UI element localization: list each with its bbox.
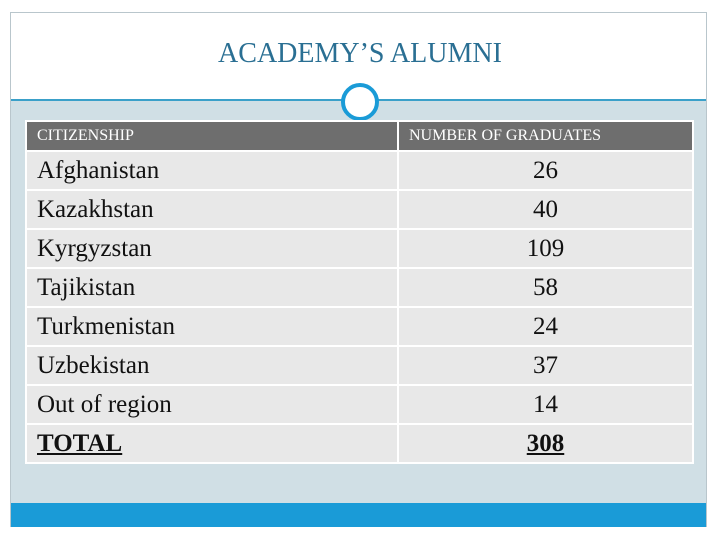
slide-title: ACADEMY’S ALUMNI — [218, 38, 502, 69]
table-row: Tajikistan 58 — [25, 267, 694, 308]
column-header: NUMBER OF GRADUATES — [397, 120, 694, 152]
graduates-cell: 109 — [397, 228, 694, 269]
table-row: Uzbekistan 37 — [25, 345, 694, 386]
country-cell: Out of region — [25, 384, 399, 425]
country-cell: Afghanistan — [25, 150, 399, 191]
total-value: 308 — [397, 423, 694, 464]
header-row: CITIZENSHIP NUMBER OF GRADUATES — [25, 120, 694, 152]
graduates-cell: 37 — [397, 345, 694, 386]
table-row: Turkmenistan 24 — [25, 306, 694, 347]
graduates-cell: 26 — [397, 150, 694, 191]
total-label: TOTAL — [25, 423, 399, 464]
graduates-cell: 40 — [397, 189, 694, 230]
divider-circle — [341, 83, 379, 121]
table-row: Out of region 14 — [25, 384, 694, 425]
graduates-cell: 14 — [397, 384, 694, 425]
table-body: Afghanistan 26 Kazakhstan 40 Kyrgyzstan 109 Ta… — [25, 150, 694, 464]
table-row: Kazakhstan 40 — [25, 189, 694, 230]
table-row: Afghanistan 26 — [25, 150, 694, 191]
country-cell: Uzbekistan — [25, 345, 399, 386]
country-cell: Tajikistan — [25, 267, 399, 308]
graduates-cell: 24 — [397, 306, 694, 347]
column-header: CITIZENSHIP — [25, 120, 399, 152]
graduates-cell: 58 — [397, 267, 694, 308]
total-row: TOTAL 308 — [25, 423, 694, 464]
country-cell: Kazakhstan — [25, 189, 399, 230]
table-row: Kyrgyzstan 109 — [25, 228, 694, 269]
footer-bar — [11, 503, 706, 527]
country-cell: Kyrgyzstan — [25, 228, 399, 269]
country-cell: Turkmenistan — [25, 306, 399, 347]
alumni-table: CITIZENSHIP NUMBER OF GRADUATES Afghanis… — [25, 120, 694, 464]
table-head: CITIZENSHIP NUMBER OF GRADUATES — [25, 120, 694, 152]
